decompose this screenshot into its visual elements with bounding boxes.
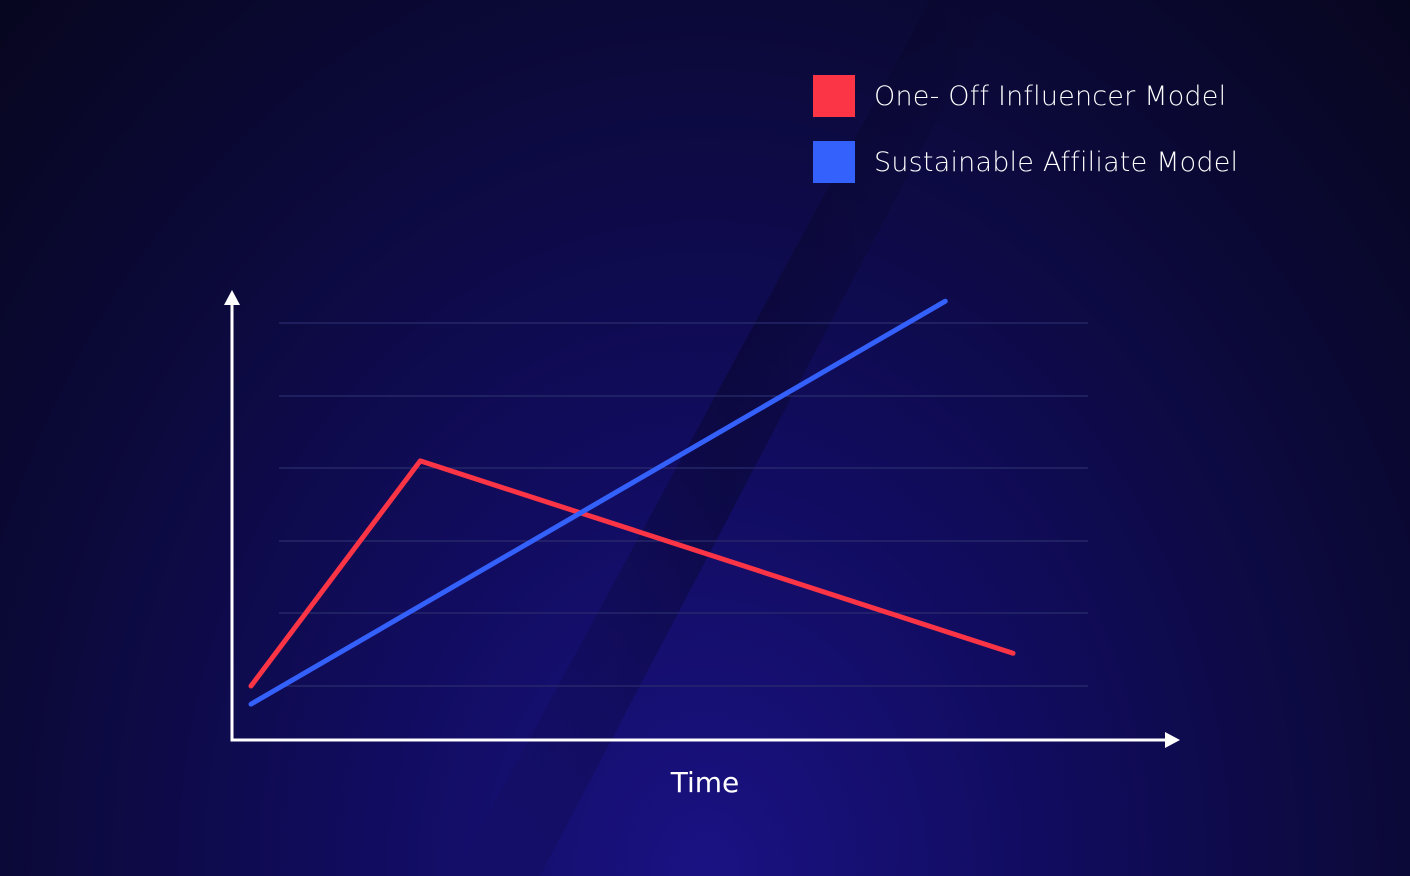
legend-label-one-off: One- Off Influencer Model: [874, 80, 1227, 112]
series-line-one-off-influencer: [248, 458, 1016, 689]
series-line-sustainable-affiliate: [248, 298, 948, 707]
x-axis-arrow: [1165, 732, 1180, 748]
y-axis-arrow: [224, 290, 240, 305]
legend-swatch-one-off: [813, 75, 855, 117]
background-light-beam: [455, 0, 1000, 876]
legend-label-sustainable: Sustainable Affiliate Model: [874, 146, 1239, 178]
legend-item-one-off: One- Off Influencer Model: [813, 75, 1238, 117]
legend-item-sustainable: Sustainable Affiliate Model: [813, 141, 1238, 183]
series-lines: [248, 298, 1016, 707]
axes: [224, 290, 1180, 748]
legend: One- Off Influencer Model Sustainable Af…: [813, 75, 1238, 207]
legend-swatch-sustainable: [813, 141, 855, 183]
x-axis-label: Time: [670, 766, 740, 799]
